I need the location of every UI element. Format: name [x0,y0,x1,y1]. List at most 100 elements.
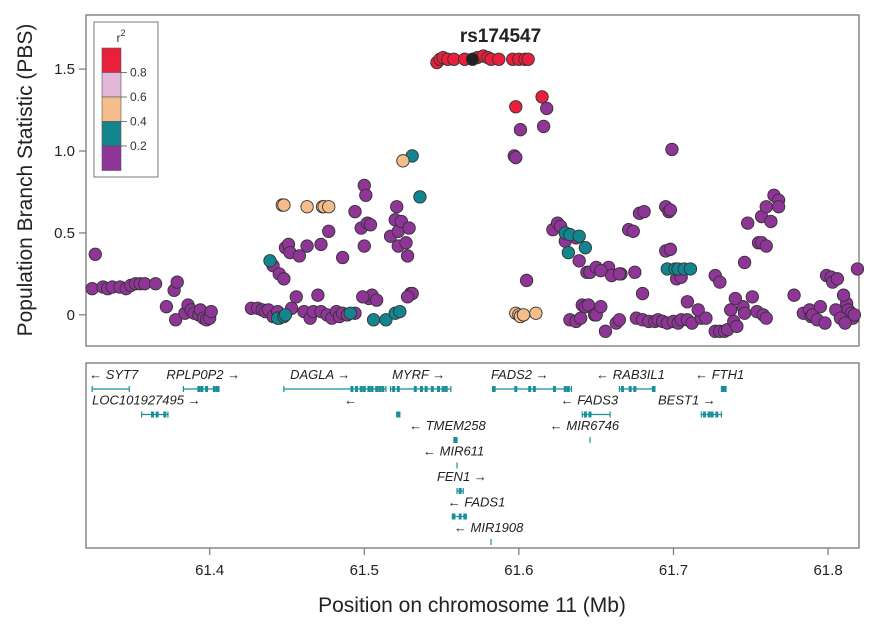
data-point [572,229,586,243]
data-point [393,304,407,319]
data-point [847,308,862,322]
data-point [289,290,303,304]
data-point [509,100,523,114]
gene-dagla: DAGLA → [283,367,387,392]
data-point [413,190,427,204]
x-tick-label: 61.6 [504,562,533,579]
gene-rab3il1: ← RAB3IL1 [596,367,665,392]
legend-color-bin [101,47,122,73]
data-point [813,300,827,314]
gene-exon [514,386,518,392]
gene-panel-frame [85,362,860,549]
gene-label: ← TMEM258 [409,418,486,433]
x-tick-label: 61.7 [659,562,688,579]
gene-exon [381,386,385,392]
data-point [535,90,549,104]
gene-label: ← SYT7 [89,367,139,382]
data-point [759,200,773,214]
data-point [691,303,705,317]
gene-exon [215,386,219,392]
gene-exon [588,411,592,418]
gene-fth1: ← FTH1 [695,367,744,392]
data-point [148,277,163,291]
gene-exon [552,386,556,392]
legend-color-bin [101,121,122,147]
gene-mir611: ← MIR611 [423,444,484,469]
y-tick-label: 0 [67,307,75,324]
gene-label: ← FTH1 [695,367,744,382]
data-point [540,101,554,116]
gene-label: LOC101927495 → [92,393,200,408]
data-point [322,224,336,238]
data-point [519,273,534,288]
y-axis-title: Population Branch Statistic (PBS) [14,24,37,337]
data-point [509,150,523,165]
data-point [465,52,480,66]
data-point [85,281,99,296]
gene-exon [375,386,379,392]
gene-exon [722,386,726,392]
data-point [513,123,528,137]
data-point [492,52,506,66]
gene-exon [350,386,354,392]
data-point [724,303,738,317]
gene-loc101927495: LOC101927495 → [92,393,201,418]
lead-snp-label: rs174547 [460,26,541,47]
gene-exon [413,386,417,392]
y-tick-label: 0.5 [54,225,75,242]
gene-exon [205,386,209,392]
gene-fads2: FADS2 → [491,367,573,392]
data-point [612,267,627,281]
gene-label: ← FADS3 [561,393,619,408]
data-point [850,262,865,276]
gene-mir6746: ← MIR6746 [550,418,620,443]
gene-exon [715,411,719,418]
gene-exon [155,411,159,418]
data-point [366,313,381,327]
data-point [713,275,727,289]
data-point [635,286,650,301]
gene-exon [651,386,655,392]
gene-exon [197,386,201,392]
data-point [741,216,755,230]
gene-exon [367,386,371,392]
gene-label: ← [344,393,357,408]
data-point [359,188,373,202]
gene-label: FEN1 → [437,469,487,484]
data-point [663,242,678,256]
gene-tmem258: ← TMEM258 [409,418,486,443]
data-point [536,119,551,134]
gene-exon [532,386,536,392]
data-point [516,308,531,322]
gene-exon [566,386,570,392]
data-point [663,203,678,217]
gene-rplp0p2: RPLP0P2 → [166,367,240,392]
gene-exon [452,513,456,520]
data-point [637,204,651,219]
x-tick-label: 61.4 [195,562,224,579]
data-point [396,154,410,168]
data-point [400,249,415,263]
gene-exon [458,488,462,494]
data-point [369,293,384,307]
x-tick-label: 61.8 [813,562,842,579]
data-point [356,290,370,304]
data-point [730,319,744,333]
gene-label: RPLP0P2 → [166,367,240,382]
gene-exon [396,386,400,392]
gene-exon [458,513,462,520]
y-tick-label: 1.0 [54,143,75,160]
gene-label: ← MIR6746 [550,418,620,433]
gene-label: ← MIR1908 [454,520,524,535]
gene-exon [378,386,382,392]
data-point [818,316,832,330]
data-point [169,313,183,327]
gene-exon [492,386,496,392]
data-point [787,288,801,302]
legend-tick-label: 0.2 [130,139,147,153]
y-axis: 0 0.5 1.0 1.5 [54,61,86,324]
data-point [277,198,291,212]
data-point [626,224,640,238]
data-point [594,263,608,278]
